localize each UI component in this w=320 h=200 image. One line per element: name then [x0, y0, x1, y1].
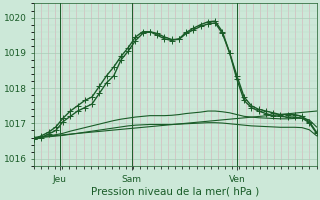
- X-axis label: Pression niveau de la mer( hPa ): Pression niveau de la mer( hPa ): [91, 187, 260, 197]
